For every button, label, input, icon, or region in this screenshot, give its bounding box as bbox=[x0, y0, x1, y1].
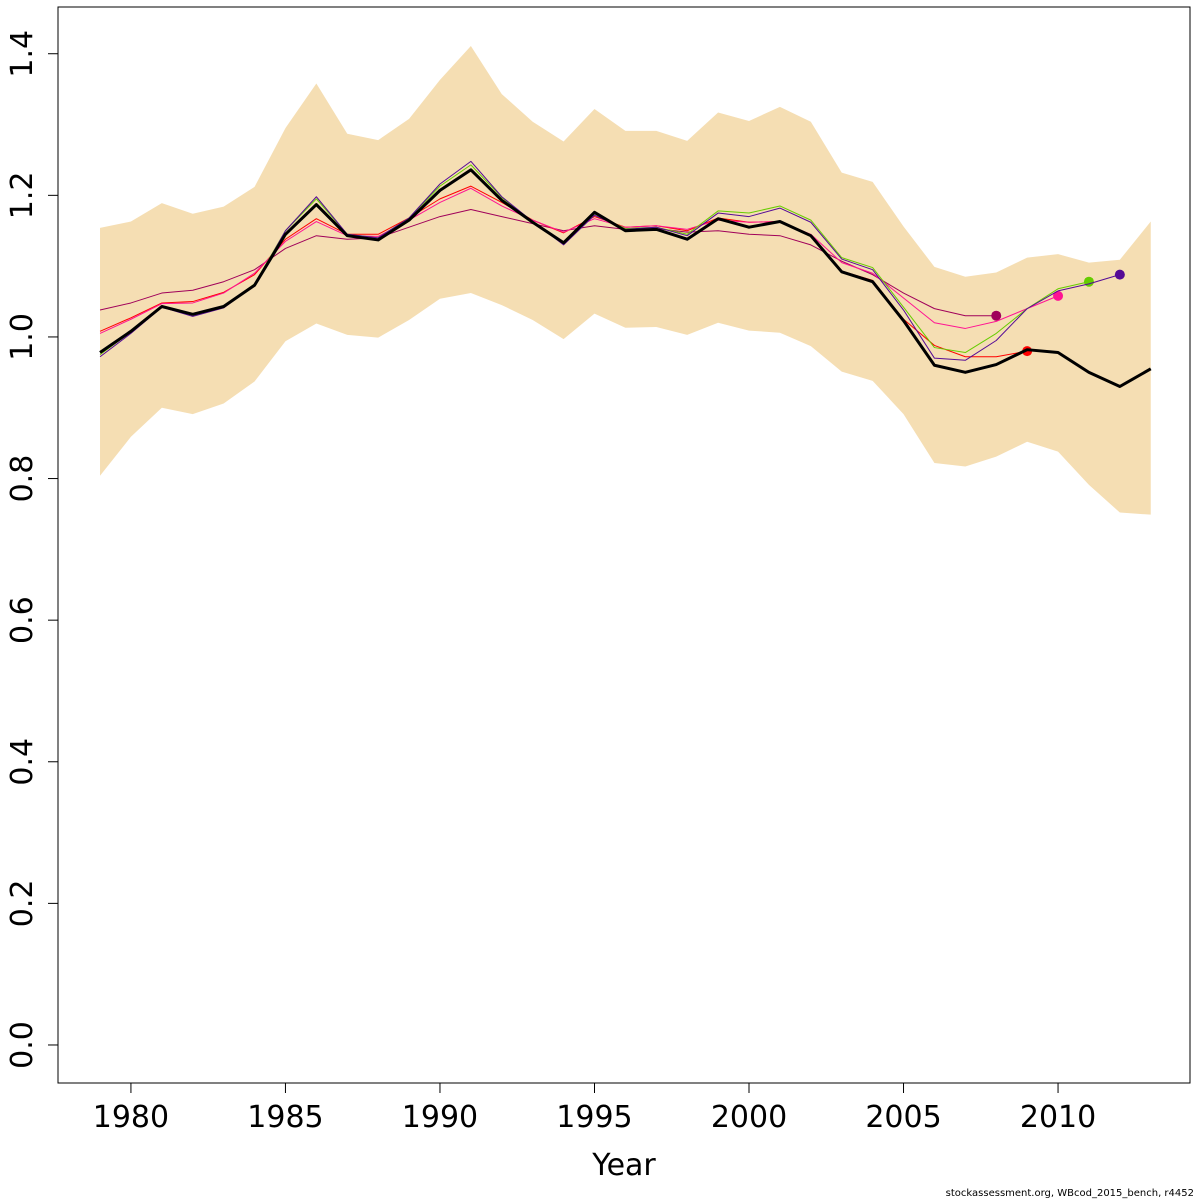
x-tick-label: 1990 bbox=[402, 1100, 478, 1135]
series-line bbox=[99, 208, 997, 317]
y-tick-label: 1.2 bbox=[5, 171, 40, 219]
footnote: stockassessment.org, WBcod_2015_bench, r… bbox=[946, 1188, 1194, 1199]
x-tick-label: 2010 bbox=[1020, 1100, 1096, 1135]
x-axis-label: Year bbox=[591, 1148, 656, 1183]
series-endpoint bbox=[1053, 290, 1064, 301]
series-endpoint bbox=[1083, 276, 1094, 287]
x-tick-label: 1980 bbox=[93, 1100, 169, 1135]
series-endpoint bbox=[1114, 269, 1125, 280]
x-tick-label: 1985 bbox=[247, 1100, 323, 1135]
y-tick-label: 0.0 bbox=[5, 1021, 40, 1069]
x-tick-label: 1995 bbox=[556, 1100, 632, 1135]
y-tick-label: 1.4 bbox=[5, 30, 40, 78]
plot-frame bbox=[57, 6, 1191, 1084]
confidence-band bbox=[100, 45, 1151, 515]
y-tick-label: 1.0 bbox=[5, 313, 40, 361]
series-endpoint bbox=[991, 310, 1002, 321]
series-line bbox=[99, 187, 1059, 334]
y-tick-label: 0.8 bbox=[5, 455, 40, 503]
series-line bbox=[99, 168, 1152, 389]
y-tick-label: 0.4 bbox=[5, 738, 40, 786]
y-tick-label: 0.2 bbox=[5, 880, 40, 928]
x-tick-label: 2000 bbox=[711, 1100, 787, 1135]
plot-area bbox=[99, 45, 1152, 515]
x-tick-label: 2005 bbox=[865, 1100, 941, 1135]
y-tick-label: 0.6 bbox=[5, 596, 40, 644]
